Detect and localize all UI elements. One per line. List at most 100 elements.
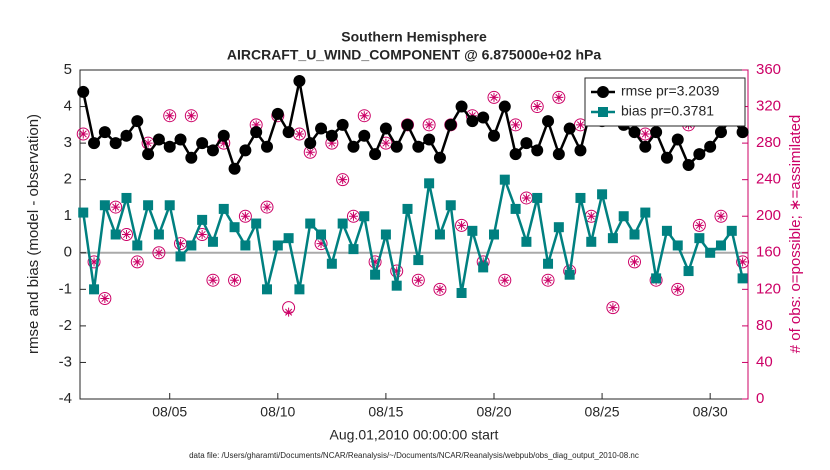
obs-assimilated xyxy=(251,120,261,130)
rmse-point xyxy=(282,126,295,139)
obs-assimilated xyxy=(78,129,88,139)
bias-point xyxy=(218,203,229,214)
obs-possible xyxy=(130,255,144,269)
legend-marker xyxy=(598,107,608,117)
bias-point xyxy=(305,218,316,229)
bias-point xyxy=(715,240,726,251)
rmse-point xyxy=(217,129,230,142)
rmse-point xyxy=(509,148,522,161)
obs-possible xyxy=(228,273,242,287)
rmse-point xyxy=(412,140,425,153)
obs-assimilated xyxy=(413,275,423,285)
bias-point xyxy=(175,251,186,262)
rmse-point xyxy=(239,144,252,157)
obs-assimilated xyxy=(370,257,380,267)
bias-point xyxy=(564,269,575,280)
obs-assimilated xyxy=(294,129,304,139)
obs-possible xyxy=(422,118,436,132)
rmse-point xyxy=(185,151,198,164)
legend-label: bias pr=0.3781 xyxy=(621,103,714,119)
y2-axis-label: # of obs: o=possible; ∗=assimilated xyxy=(787,115,804,354)
bias-point xyxy=(370,269,381,280)
obs-assimilated xyxy=(554,92,564,102)
rmse-point xyxy=(671,133,684,146)
y2-tick-label: 0 xyxy=(756,390,764,407)
bias-point xyxy=(607,233,618,244)
bias-point xyxy=(488,229,499,240)
chart-subtitle: AIRCRAFT_U_WIND_COMPONENT @ 6.875000e+02… xyxy=(227,47,601,63)
bias-point xyxy=(359,211,370,222)
rmse-point xyxy=(466,115,479,128)
obs-assimilated xyxy=(359,111,369,121)
bias-point xyxy=(143,200,154,211)
obs-possible xyxy=(628,255,642,269)
y-tick-label: 2 xyxy=(64,171,72,188)
bias-point xyxy=(424,178,435,189)
obs-assimilated xyxy=(327,138,337,148)
x-tick-label: 08/10 xyxy=(260,404,295,420)
obs-assimilated xyxy=(392,266,402,276)
obs-possible xyxy=(541,273,555,287)
obs-assimilated xyxy=(640,129,650,139)
rmse-point xyxy=(455,100,468,113)
bias-point xyxy=(467,225,478,236)
rmse-point xyxy=(120,129,133,142)
bias-point xyxy=(532,192,543,203)
rmse-point xyxy=(206,144,219,157)
y2-tick-label: 80 xyxy=(756,317,773,334)
obs-assimilated xyxy=(208,275,218,285)
obs-possible xyxy=(163,109,177,123)
y-axis-label: rmse and bias (model - observation) xyxy=(25,114,42,354)
bias-point xyxy=(640,207,651,218)
bias-point xyxy=(78,207,89,218)
bias-point xyxy=(251,218,262,229)
bias-point xyxy=(705,247,716,258)
obs-possible xyxy=(606,301,620,315)
bias-point xyxy=(153,229,164,240)
bias-point xyxy=(521,236,532,247)
rmse-point xyxy=(563,122,576,135)
obs-possible xyxy=(152,246,166,260)
obs-assimilated xyxy=(532,102,542,112)
rmse-point xyxy=(347,140,360,153)
obs-assimilated xyxy=(111,202,121,212)
rmse-point xyxy=(693,148,706,161)
obs-assimilated xyxy=(424,120,434,130)
bias-point xyxy=(348,244,359,255)
obs-assimilated xyxy=(500,275,510,285)
obs-assimilated xyxy=(89,257,99,267)
bias-point xyxy=(294,284,305,295)
obs-assimilated xyxy=(521,193,531,203)
bias-point xyxy=(121,192,132,203)
bias-point xyxy=(694,233,705,244)
rmse-point xyxy=(358,129,371,142)
bias-point xyxy=(132,240,143,251)
bias-point xyxy=(391,280,402,291)
y-tick-label: -1 xyxy=(59,280,72,297)
obs-possible xyxy=(357,109,371,123)
obs-assimilated xyxy=(284,307,294,317)
bias-point xyxy=(672,240,683,251)
bias-point xyxy=(402,203,413,214)
chart-title: Southern Hemisphere xyxy=(341,29,487,45)
bias-point xyxy=(543,258,554,269)
obs-possible xyxy=(433,282,447,296)
obs-possible xyxy=(411,273,425,287)
rmse-point xyxy=(77,85,90,98)
rmse-point xyxy=(271,107,284,120)
obs-possible xyxy=(455,218,469,232)
bias-point xyxy=(240,240,251,251)
y2-tick-label: 40 xyxy=(756,353,773,370)
x-axis-label: Aug.01,2010 00:00:00 start xyxy=(330,427,499,443)
bias-point xyxy=(445,200,456,211)
bias-point xyxy=(207,236,218,247)
rmse-point xyxy=(228,162,241,175)
bias-point xyxy=(326,258,337,269)
rmse-point xyxy=(498,100,511,113)
y-tick-label: -4 xyxy=(59,390,72,407)
bias-point xyxy=(499,174,510,185)
bias-point xyxy=(99,200,110,211)
obs-possible xyxy=(530,100,544,114)
y-tick-label: 4 xyxy=(64,98,72,115)
